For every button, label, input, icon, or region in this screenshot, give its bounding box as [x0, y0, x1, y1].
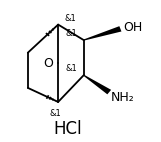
Text: NH₂: NH₂ — [111, 91, 135, 104]
Polygon shape — [83, 75, 111, 94]
Text: &1: &1 — [49, 109, 61, 118]
Text: &1: &1 — [66, 29, 77, 38]
Text: &1: &1 — [65, 14, 76, 23]
Text: HCl: HCl — [53, 120, 82, 138]
Polygon shape — [84, 26, 121, 41]
Text: OH: OH — [124, 21, 143, 34]
Text: O: O — [43, 57, 53, 70]
Text: &1: &1 — [66, 64, 77, 73]
